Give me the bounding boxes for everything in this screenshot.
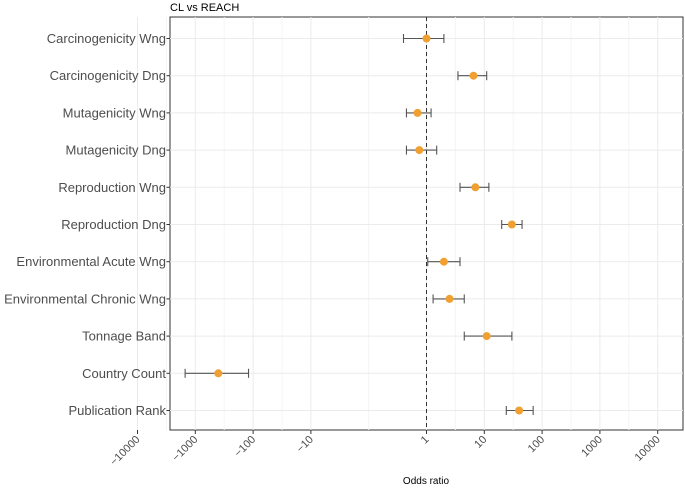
x-tick-label: 10: [472, 434, 489, 451]
category-label: Carcinogenicity Dng: [50, 68, 166, 83]
data-marks: [184, 34, 534, 415]
category-label: Publication Rank: [68, 403, 166, 418]
forest-row-mark: [459, 182, 490, 192]
forest-row-mark: [463, 331, 513, 341]
estimate-point: [482, 332, 491, 341]
estimate-point: [507, 220, 516, 229]
category-label: Carcinogenicity Wng: [47, 31, 166, 46]
forest-row-mark: [432, 294, 465, 304]
forest-row-mark: [427, 257, 461, 267]
x-tick-label: 1000: [579, 434, 605, 460]
estimate-point: [469, 71, 478, 80]
x-tick-label: −10000: [108, 434, 143, 469]
x-tick-label: 100: [526, 434, 547, 455]
category-label: Environmental Chronic Wng: [4, 291, 166, 306]
forest-row-mark: [405, 108, 432, 118]
category-label: Reproduction Wng: [58, 180, 166, 195]
category-label: Mutagenicity Wng: [63, 105, 166, 120]
x-tick-label: 10000: [633, 434, 663, 464]
x-tick-label: −1000: [170, 434, 200, 464]
category-label: Environmental Acute Wng: [16, 254, 166, 269]
estimate-point: [439, 257, 448, 266]
category-label: Tonnage Band: [82, 329, 166, 344]
x-tick-label: 1: [419, 434, 432, 447]
x-tick-label: −100: [232, 434, 258, 460]
chart-title: CL vs REACH: [170, 2, 239, 14]
category-label: Country Count: [82, 366, 166, 381]
forest-row-mark: [501, 220, 523, 229]
x-tick-labels: −10000 −1000 −100 −10 1 10 100 1000 10000: [108, 430, 663, 468]
estimate-point: [445, 294, 454, 303]
x-tick-label: −10: [294, 434, 316, 456]
estimate-point: [422, 34, 431, 43]
forest-row-mark: [505, 406, 534, 415]
category-label: Mutagenicity Dng: [66, 143, 166, 158]
estimate-point: [515, 406, 524, 415]
forest-row-mark: [184, 368, 250, 378]
estimate-point: [413, 108, 422, 117]
estimate-point: [214, 369, 223, 378]
forest-row-mark: [402, 34, 445, 43]
category-labels: Carcinogenicity Wng Carcinogenicity Dng Mu…: [4, 31, 170, 418]
estimate-point: [471, 183, 480, 192]
estimate-point: [415, 146, 424, 155]
x-axis-title: Odds ratio: [403, 476, 450, 487]
forest-row-mark: [405, 145, 438, 155]
forest-row-mark: [457, 71, 488, 81]
category-label: Reproduction Dng: [61, 217, 166, 232]
